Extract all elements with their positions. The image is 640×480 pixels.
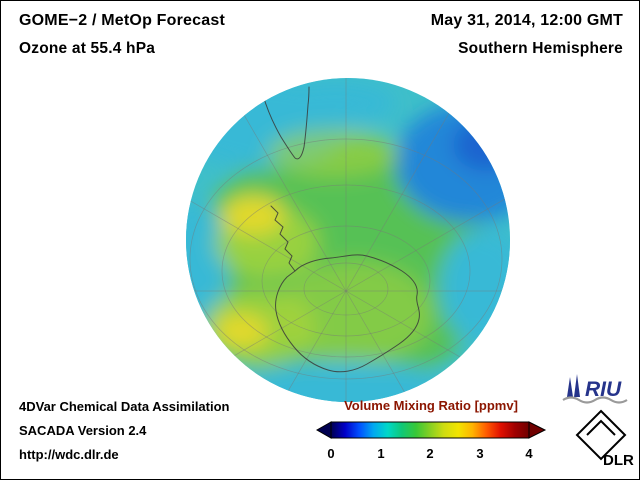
africa-coastline (473, 98, 510, 147)
colorbar-tick-2: 2 (426, 446, 434, 461)
dlr-logo-text: DLR (603, 452, 634, 467)
colorbar-title: Volume Mixing Ratio [ppmv] (344, 398, 518, 413)
page-title: GOME−2 / MetOp Forecast (19, 12, 225, 29)
antarctica-coastline (275, 254, 420, 373)
graticule (186, 78, 510, 402)
ozone-color-field (186, 78, 510, 402)
colorbar-left-arrow (315, 421, 332, 439)
colorbar-gradient-bar (330, 421, 530, 439)
colorbar (315, 421, 547, 439)
south-america-coastline (262, 86, 310, 160)
page-subtitle: Ozone at 55.4 hPa (19, 40, 156, 57)
cathedral-icon (567, 374, 580, 397)
riu-underline (562, 396, 628, 404)
dlr-emblem-icon (575, 409, 627, 461)
hemisphere-label: Southern Hemisphere (458, 40, 623, 57)
riu-logo-text: RIU (585, 378, 622, 401)
globe-map (186, 78, 510, 402)
dlr-logo: DLR (575, 409, 634, 467)
colorbar-right-arrow (528, 421, 547, 439)
riu-logo: RIU (562, 374, 628, 404)
datetime-label: May 31, 2014, 12:00 GMT (430, 12, 623, 29)
url-label: http://wdc.dlr.de (19, 447, 119, 462)
colorbar-tick-4: 4 (525, 446, 533, 461)
colorbar-tick-1: 1 (377, 446, 385, 461)
version-label: SACADA Version 2.4 (19, 423, 147, 438)
assimilation-label: 4DVar Chemical Data Assimilation (19, 399, 230, 414)
antarctic-peninsula-coastline (270, 205, 296, 272)
colorbar-tick-3: 3 (476, 446, 484, 461)
colorbar-tick-0: 0 (327, 446, 335, 461)
